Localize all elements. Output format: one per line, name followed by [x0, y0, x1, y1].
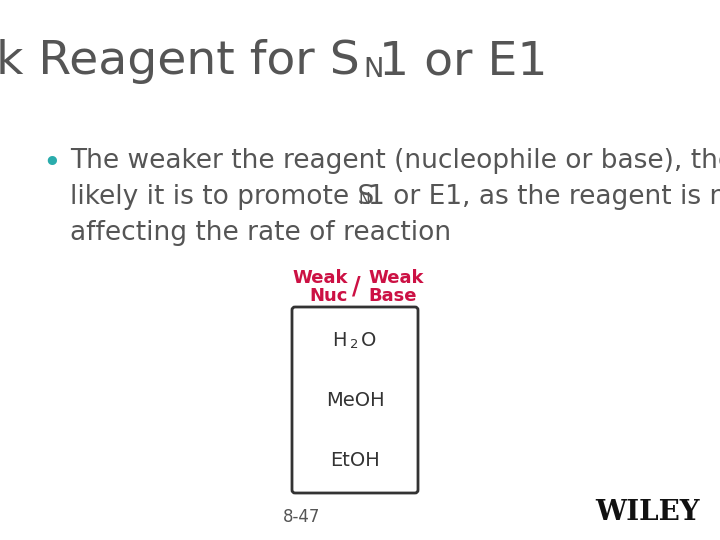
- Text: EtOH: EtOH: [330, 450, 380, 469]
- Text: /: /: [351, 275, 360, 299]
- Text: Weak: Weak: [292, 269, 348, 287]
- Text: Weak Reagent for S: Weak Reagent for S: [0, 39, 360, 84]
- Text: 1 or E1, as the reagent is not: 1 or E1, as the reagent is not: [368, 184, 720, 210]
- FancyBboxPatch shape: [292, 307, 418, 493]
- Text: Weak: Weak: [368, 269, 423, 287]
- Text: 8-47: 8-47: [283, 508, 320, 526]
- Text: 2: 2: [350, 338, 359, 350]
- Text: The weaker the reagent (nucleophile or base), the more: The weaker the reagent (nucleophile or b…: [70, 148, 720, 174]
- Text: N: N: [358, 192, 370, 207]
- Text: likely it is to promote S: likely it is to promote S: [70, 184, 374, 210]
- Text: •: •: [42, 148, 60, 179]
- Text: 1 or E1: 1 or E1: [379, 39, 547, 84]
- Text: affecting the rate of reaction: affecting the rate of reaction: [70, 220, 451, 246]
- Text: Nuc: Nuc: [310, 287, 348, 305]
- Text: WILEY: WILEY: [595, 499, 700, 526]
- Text: N: N: [363, 57, 383, 83]
- Text: H: H: [333, 330, 347, 349]
- Text: O: O: [361, 330, 377, 349]
- Text: MeOH: MeOH: [325, 390, 384, 409]
- Text: Base: Base: [368, 287, 416, 305]
